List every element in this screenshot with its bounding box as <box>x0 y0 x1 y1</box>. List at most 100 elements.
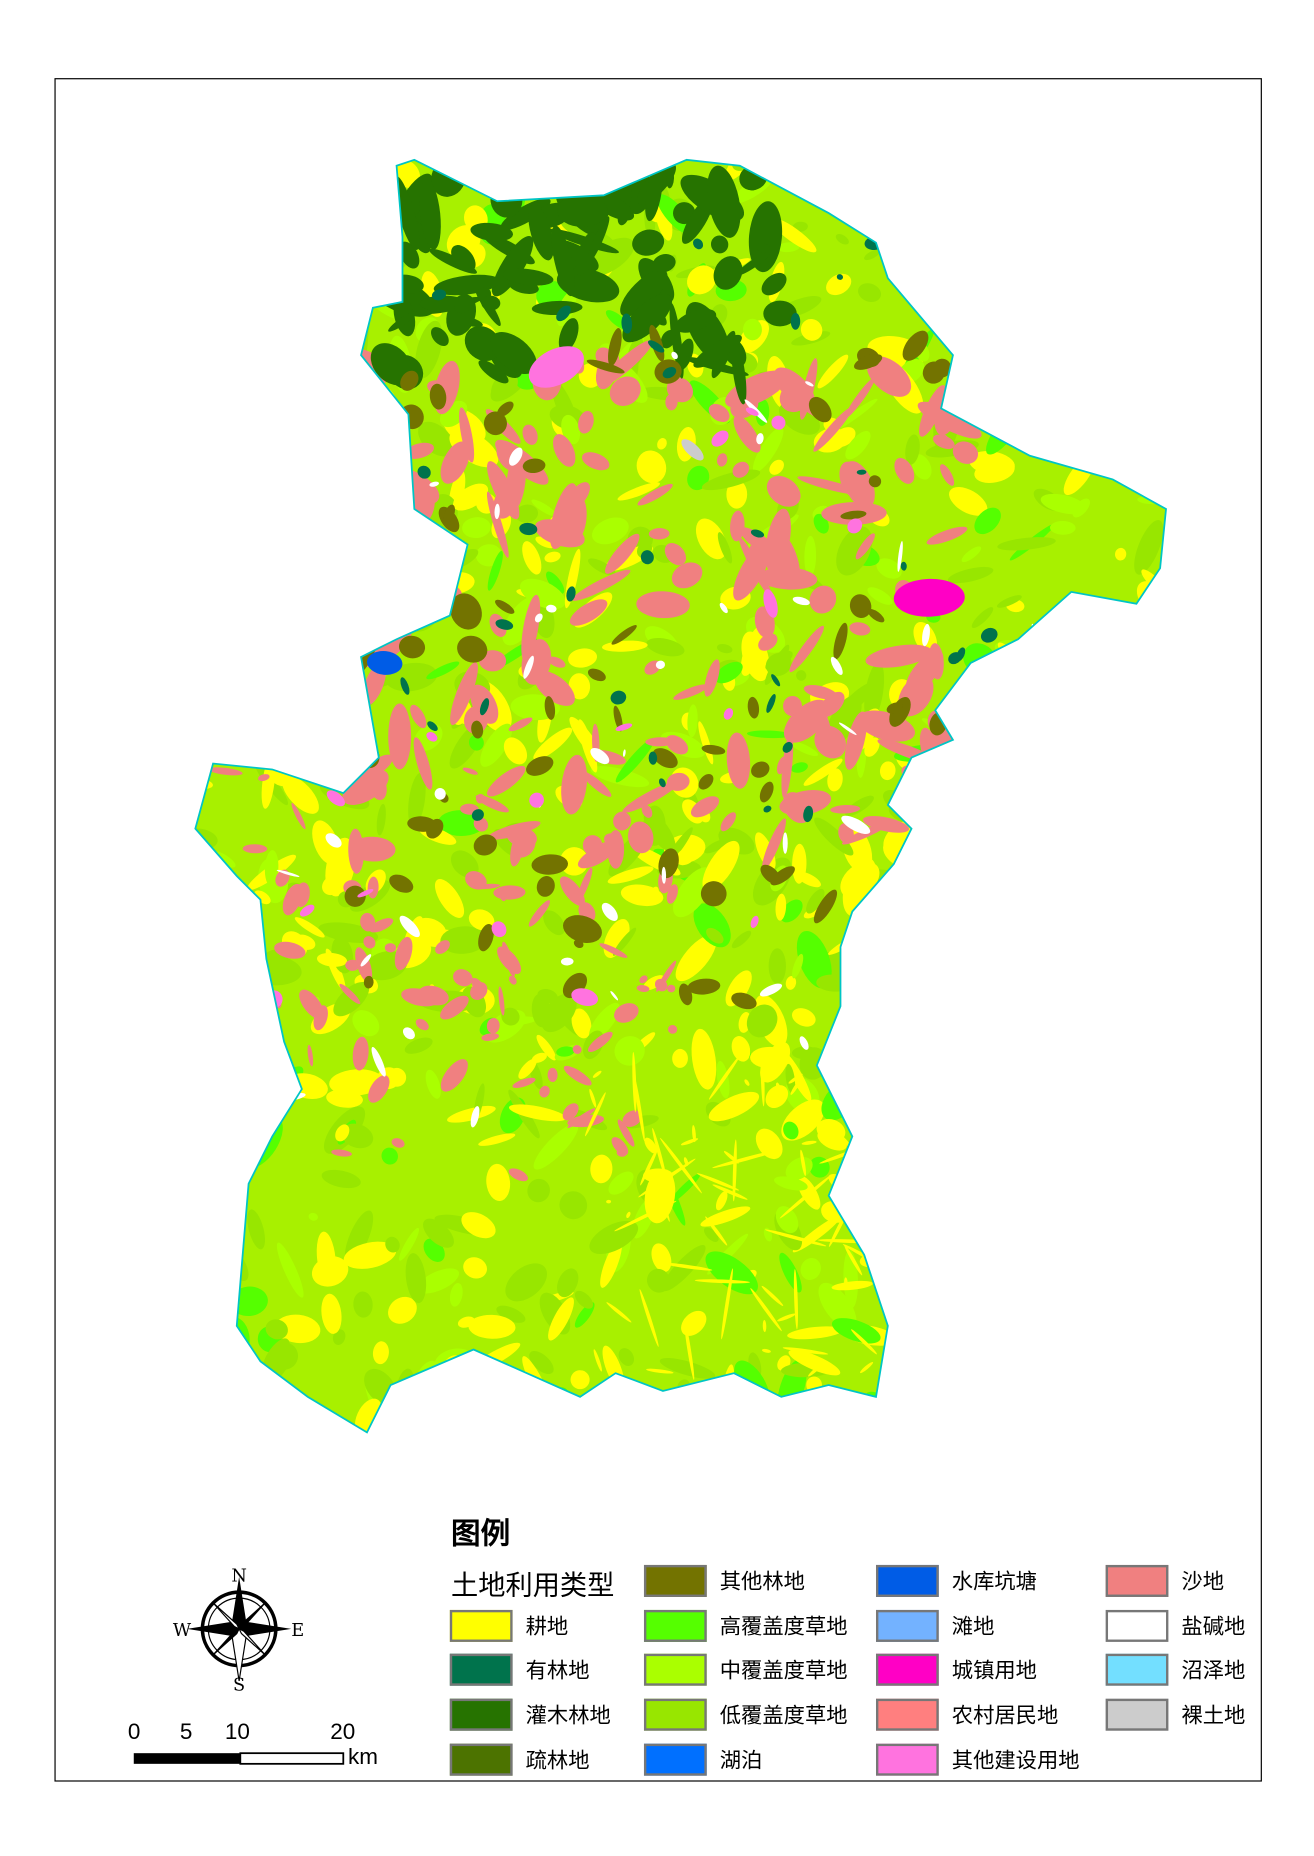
land-patch <box>261 269 287 315</box>
land-patch <box>636 985 650 993</box>
land-patch <box>959 361 1019 396</box>
land-patch <box>1116 709 1160 724</box>
land-patch <box>370 515 385 531</box>
land-patch <box>814 725 847 759</box>
land-patch <box>997 661 1057 690</box>
land-patch <box>1162 949 1167 957</box>
land-patch <box>243 465 287 512</box>
land-patch <box>195 176 212 201</box>
land-patch <box>608 1171 634 1195</box>
land-patch <box>931 795 966 824</box>
land-patch <box>942 229 962 245</box>
land-patch <box>979 1374 1019 1404</box>
land-patch <box>841 815 871 835</box>
land-patch <box>1035 309 1062 338</box>
land-patch <box>879 761 896 781</box>
land-patch <box>367 650 403 675</box>
land-patch <box>1055 974 1067 986</box>
land-patch <box>971 1357 983 1385</box>
land-patch <box>292 401 302 414</box>
land-patch <box>816 1118 846 1143</box>
land-patch <box>600 1240 622 1288</box>
land-patch <box>617 1119 635 1147</box>
land-patch <box>579 1407 606 1421</box>
land-patch <box>660 329 676 349</box>
land-patch <box>587 668 606 682</box>
land-patch <box>1104 608 1165 628</box>
land-patch <box>395 560 413 580</box>
land-patch <box>1087 1373 1138 1383</box>
land-patch <box>672 1048 688 1068</box>
land-patch <box>1014 755 1032 783</box>
land-patch <box>450 593 482 630</box>
land-patch <box>556 1046 575 1057</box>
land-patch <box>928 788 978 826</box>
land-patch <box>1157 1082 1167 1103</box>
legend-label: 沙地 <box>1181 1569 1225 1595</box>
land-patch <box>655 660 665 669</box>
land-patch <box>443 504 455 524</box>
land-patch <box>693 334 742 368</box>
land-patch <box>225 1033 232 1042</box>
land-patch <box>639 1289 659 1347</box>
land-patch <box>574 1290 594 1309</box>
compass-s: S <box>233 1675 245 1695</box>
land-patch <box>218 323 234 333</box>
land-patch <box>510 831 525 867</box>
land-patch <box>457 1316 475 1328</box>
land-patch <box>426 731 438 742</box>
land-patch <box>354 482 385 490</box>
land-patch <box>1152 246 1167 254</box>
land-patch <box>1094 159 1113 178</box>
land-patch <box>711 430 729 447</box>
land-patch <box>483 411 507 436</box>
land-patch <box>447 1105 496 1123</box>
land-patch <box>335 1124 350 1142</box>
land-patch <box>298 403 320 424</box>
land-patch <box>371 1046 386 1077</box>
land-patch <box>805 1192 810 1198</box>
legend-subtitle: 土地利用类型 <box>451 1570 615 1602</box>
land-patch <box>899 1107 950 1127</box>
land-patch <box>276 869 300 877</box>
land-patch <box>307 433 365 446</box>
land-patch <box>1042 159 1075 195</box>
land-patch <box>966 834 982 849</box>
land-patch <box>800 1149 807 1176</box>
land-patch <box>831 1318 881 1344</box>
land-patch <box>217 937 241 963</box>
land-patch <box>368 379 377 398</box>
land-patch <box>656 960 677 992</box>
land-patch <box>904 1046 937 1064</box>
land-patch <box>959 752 998 771</box>
land-patch <box>1107 1076 1128 1115</box>
land-patch <box>901 1230 927 1253</box>
land-patch <box>332 1329 346 1345</box>
land-patch <box>971 607 994 629</box>
legend-item: 其他林地 <box>643 1563 805 1599</box>
land-patch <box>344 885 366 907</box>
land-patch <box>799 1036 809 1050</box>
land-patch <box>910 1000 949 1029</box>
land-patch <box>587 1031 613 1052</box>
land-patch <box>571 1008 592 1039</box>
legend-item: 沼泽地 <box>1105 1651 1245 1687</box>
land-patch <box>700 881 727 907</box>
land-patch <box>858 283 882 302</box>
land-patch <box>765 1085 789 1109</box>
land-patch <box>882 897 898 912</box>
land-patch <box>435 940 450 954</box>
land-patch <box>1015 1145 1066 1185</box>
land-patch <box>266 737 303 755</box>
land-patch <box>881 1384 906 1431</box>
land-patch <box>202 913 242 958</box>
legend-item: 有林地 <box>449 1651 590 1687</box>
land-patch <box>533 1123 579 1170</box>
land-patch <box>502 268 554 286</box>
land-patch <box>613 705 623 732</box>
land-patch <box>864 249 881 261</box>
land-patch <box>262 423 292 463</box>
land-patch <box>977 1351 992 1381</box>
land-patch <box>1049 890 1096 914</box>
land-patch <box>615 723 633 731</box>
